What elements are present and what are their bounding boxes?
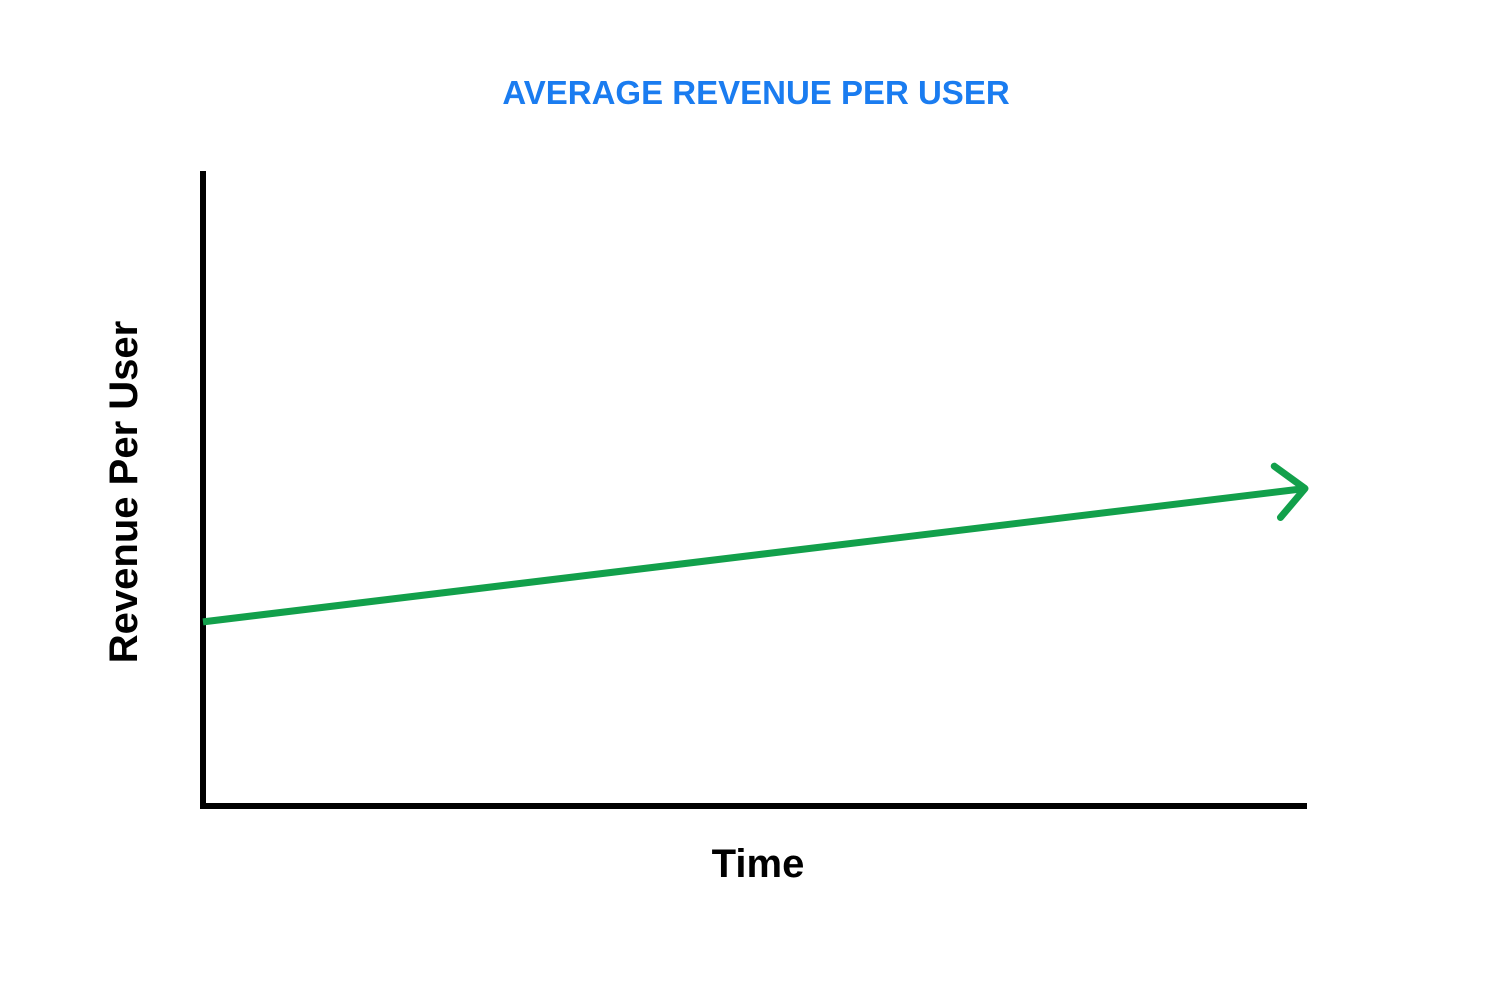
series-arrowhead-0: [1270, 462, 1309, 522]
y-axis-label: Revenue Per User: [102, 321, 146, 663]
series-line-0: [202, 485, 1306, 626]
series-layer: [202, 462, 1309, 626]
x-axis-label: Time: [712, 842, 805, 886]
chart-title: AVERAGE REVENUE PER USER: [502, 74, 1009, 111]
